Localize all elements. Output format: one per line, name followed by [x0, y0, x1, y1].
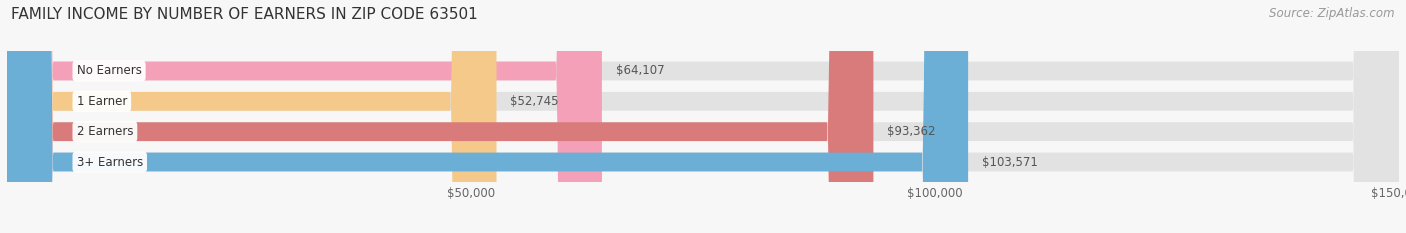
Text: $52,745: $52,745	[510, 95, 560, 108]
FancyBboxPatch shape	[7, 0, 602, 233]
Text: 3+ Earners: 3+ Earners	[77, 155, 143, 168]
FancyBboxPatch shape	[7, 0, 1399, 233]
Text: Source: ZipAtlas.com: Source: ZipAtlas.com	[1270, 7, 1395, 20]
FancyBboxPatch shape	[7, 0, 1399, 233]
FancyBboxPatch shape	[7, 0, 969, 233]
FancyBboxPatch shape	[7, 0, 1399, 233]
Text: $103,571: $103,571	[981, 155, 1038, 168]
FancyBboxPatch shape	[7, 0, 496, 233]
FancyBboxPatch shape	[7, 0, 873, 233]
Text: $64,107: $64,107	[616, 65, 665, 78]
Text: 1 Earner: 1 Earner	[77, 95, 127, 108]
Text: $93,362: $93,362	[887, 125, 936, 138]
Text: No Earners: No Earners	[77, 65, 142, 78]
Text: 2 Earners: 2 Earners	[77, 125, 134, 138]
FancyBboxPatch shape	[7, 0, 1399, 233]
Text: FAMILY INCOME BY NUMBER OF EARNERS IN ZIP CODE 63501: FAMILY INCOME BY NUMBER OF EARNERS IN ZI…	[11, 7, 478, 22]
